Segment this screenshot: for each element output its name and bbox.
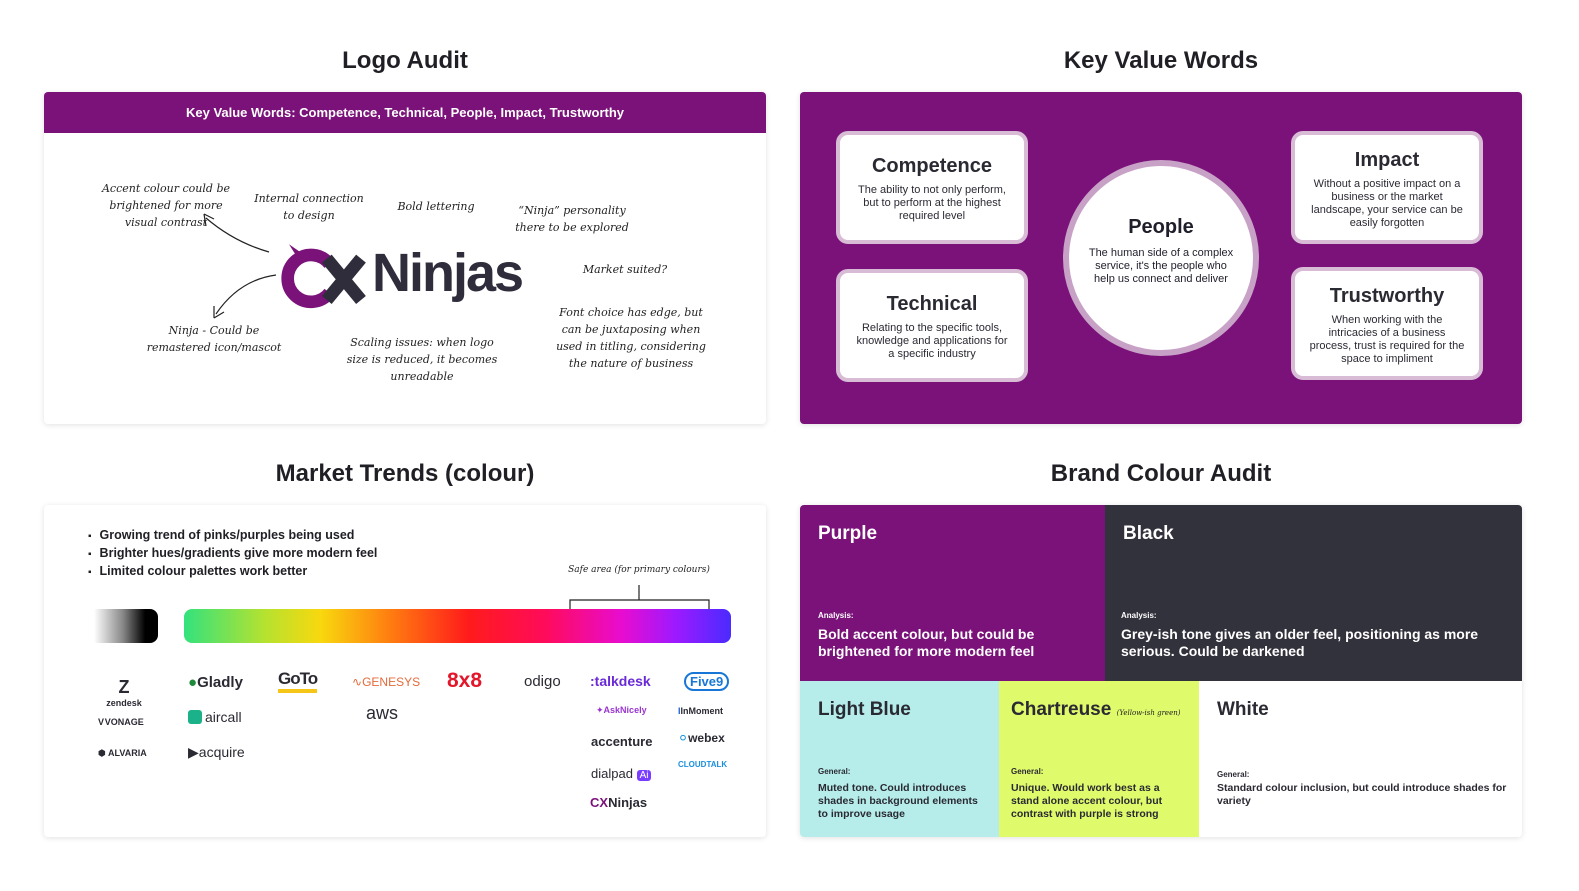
kv-impact-desc: Without a positive impact on a business … [1311,178,1463,229]
key-value-words-title: Key Value Words [1063,47,1259,74]
logo-wordmark: Ninjas [372,243,524,303]
brand-dialpad: dialpad Ai [591,766,652,781]
trend-bullet: Brighter hues/gradients give more modern… [88,545,378,563]
swatch-black: Black Analysis: Grey-ish tone gives an o… [1105,505,1522,681]
swatch-chartreuse-note: (Yellow-ish green) [1116,709,1181,717]
key-value-words-card: Competence The ability to not only perfo… [800,92,1522,424]
greyscale-gradient-bar [94,609,158,643]
note-ninja: Ninja - Could be remastered icon/mascot [146,324,282,354]
brand-gladly: ●Gladly [188,674,243,691]
note-font: Font choice has edge, but can be juxtapo… [556,306,706,370]
swatch-chartreuse-name: Chartreuse [1011,699,1112,720]
swatch-black-name: Black [1123,523,1174,544]
annotation-arrows [203,213,277,319]
kv-trustworthy: Trustworthy When working with the intric… [1291,267,1483,380]
note-market: Market suited? [582,263,668,276]
brand-genesys: ∿GENESYS [352,675,421,689]
trend-bullets: Growing trend of pinks/purples being use… [88,527,378,581]
inmoment-icon: I [678,706,681,716]
aircall-icon [188,710,202,724]
swatch-chartreuse: Chartreuse (Yellow-ish green) General: U… [999,681,1199,837]
cx-ninja-logo-icon [281,244,366,309]
swatch-chartreuse-text: Unique. Would work best as a stand alone… [1011,782,1163,820]
note-personality: “Ninja” personality there to be explored [515,204,629,234]
market-trends-title: Market Trends (colour) [275,460,535,487]
kv-trustworthy-title: Trustworthy [1329,285,1445,307]
swatch-light-blue-name: Light Blue [818,699,911,720]
brand-cxninjas: CXNinjas [590,795,648,810]
acquire-icon: ▶ [188,744,199,760]
zendesk-icon: Z [118,677,130,697]
kv-technical-title: Technical [886,293,978,315]
brand-goto: GoTo [278,669,318,693]
logo-audit-banner: Key Value Words: Competence, Technical, … [44,92,766,133]
gladly-icon: ● [188,674,198,691]
brand-webex: ⚪webex [678,731,725,745]
brand-asknicely: ✦AskNicely [596,705,647,715]
swatch-white-name: White [1217,699,1269,720]
safe-area-label: Safe area (for primary colours) [568,565,710,575]
swatch-white: White General: Standard colour inclusion… [1199,681,1522,837]
vonage-icon: V [98,717,105,727]
brand-aircall: aircall [188,709,242,725]
swatch-light-blue-label: General: [818,767,851,776]
brand-inmoment: IInMoment [678,706,724,716]
brand-five9: Five9 [684,672,730,691]
swatch-black-label: Analysis: [1121,611,1157,620]
swatch-light-blue-text: Muted tone. Could introduces shades in b… [818,782,978,820]
logo-audit-card: Key Value Words: Competence, Technical, … [44,92,766,424]
swatch-white-label: General: [1217,770,1250,779]
swatch-purple-name: Purple [818,523,878,544]
brand-cloudtalk: CLOUDTALK [678,760,728,769]
brand-alvaria: ⬢ ALVARIA [98,748,147,758]
brand-colour-audit-title: Brand Colour Audit [1050,460,1272,487]
kv-competence: Competence The ability to not only perfo… [836,131,1028,244]
note-scaling: Scaling issues: when logo size is reduce… [346,336,498,383]
trend-bullet: Growing trend of pinks/purples being use… [88,527,377,545]
swatch-light-blue: Light Blue General: Muted tone. Could in… [800,681,999,837]
genesys-icon: ∿ [352,675,363,689]
kv-technical-desc: Relating to the specific tools, knowledg… [856,322,1008,360]
logo-audit-title: Logo Audit [342,47,468,74]
asknicely-icon: ✦ [596,705,604,715]
webex-icon: ⚪ [678,731,689,745]
alvaria-icon: ⬢ [98,748,109,758]
brand-vonage: V VONAGE [98,717,144,727]
market-trends-card: Growing trend of pinks/purples being use… [44,505,766,837]
swatch-black-text: Grey-ish tone gives an older feel, posit… [1121,626,1479,659]
note-bold: Bold lettering [397,200,475,213]
swatch-chartreuse-label: General: [1011,767,1044,776]
trend-bullet: Limited colour palettes work better [88,563,377,581]
brand-colour-audit-card: Purple Analysis: Bold accent colour, but… [800,505,1522,837]
brand-talkdesk: :talkdesk [590,673,651,689]
kv-people: People The human side of a complex servi… [1063,160,1259,356]
kv-technical: Technical Relating to the specific tools… [836,269,1028,382]
kv-competence-title: Competence [871,155,993,177]
kv-trustworthy-desc: When working with the intricacies of a b… [1309,314,1465,365]
swatch-white-text: Standard colour inclusion, but could int… [1217,782,1507,807]
brand-odigo: odigo [524,673,561,690]
note-accent: Accent colour could be brightened for mo… [101,182,230,229]
note-internal: Internal connection to design [254,192,364,222]
swatch-purple-text: Bold accent colour, but could be brighte… [818,626,1035,659]
kv-people-title: People [1128,216,1194,238]
kv-impact: Impact Without a positive impact on a bu… [1291,131,1483,244]
cxninjas-icon: CX [590,795,609,810]
colour-spectrum-bar [184,609,731,643]
brand-8x8: 8x8 [447,669,483,692]
kv-competence-desc: The ability to not only perform, but to … [858,184,1006,222]
kv-people-desc: The human side of a complex service, it'… [1088,247,1234,285]
brand-aws: aws [366,703,399,723]
dialpad-ai-icon: Ai [636,770,652,781]
kv-impact-title: Impact [1354,149,1420,171]
swatch-purple: Purple Analysis: Bold accent colour, but… [800,505,1105,681]
brand-accenture: accenture [591,734,653,749]
brand-acquire: ▶acquire [188,744,245,760]
swatch-purple-label: Analysis: [818,611,854,620]
